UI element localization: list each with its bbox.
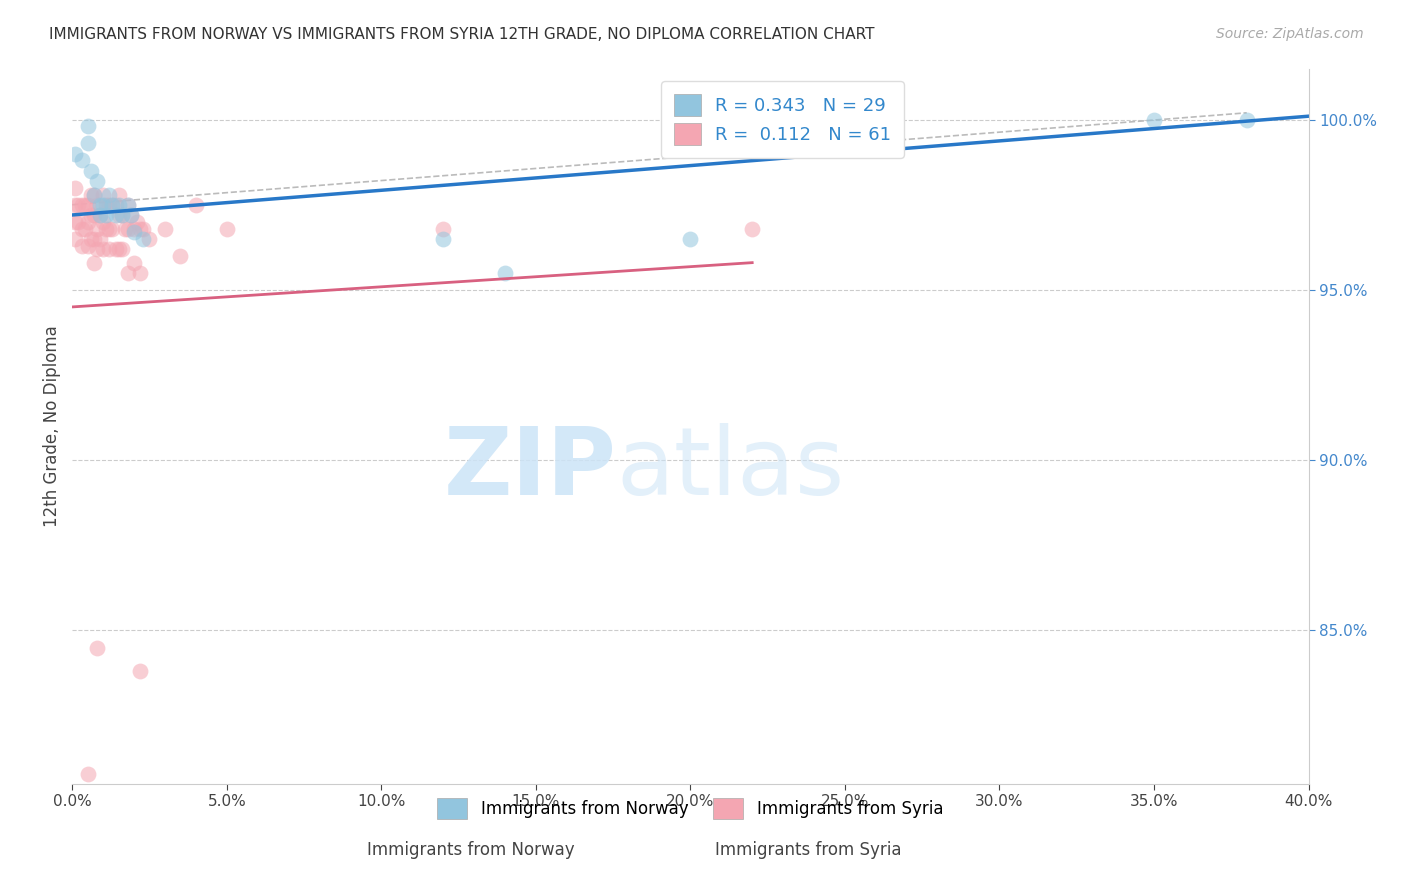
Point [98, 187, 121, 202]
Point [111, 208, 134, 222]
Point [122, 221, 145, 235]
Point [114, 221, 136, 235]
Point [111, 242, 134, 256]
Point [96, 198, 118, 212]
Point [91, 215, 114, 229]
Point [65, 198, 87, 212]
Point [91, 198, 114, 212]
Y-axis label: 12th Grade, No Diploma: 12th Grade, No Diploma [44, 326, 60, 527]
Point [96, 221, 118, 235]
Point [83, 208, 105, 222]
Point [107, 198, 129, 212]
Point [432, 221, 454, 235]
Point [76, 120, 98, 134]
Point [86, 198, 108, 212]
Text: ZIP: ZIP [443, 423, 616, 515]
Point [65, 180, 87, 194]
Point [432, 232, 454, 246]
Point [76, 136, 98, 151]
Point [117, 221, 139, 235]
Point [76, 198, 98, 212]
Point [104, 208, 127, 222]
Point [76, 238, 98, 252]
Point [104, 242, 127, 256]
Point [83, 255, 105, 269]
Point [117, 266, 139, 280]
Point [1236, 112, 1258, 127]
Text: Immigrants from Norway: Immigrants from Norway [367, 840, 575, 858]
Point [679, 232, 702, 246]
Point [122, 225, 145, 239]
Point [91, 242, 114, 256]
Point [67, 215, 90, 229]
Point [1143, 112, 1166, 127]
Point [80, 208, 103, 222]
Point [111, 208, 134, 222]
Point [67, 198, 90, 212]
Point [117, 198, 139, 212]
Text: atlas: atlas [616, 423, 845, 515]
Point [91, 187, 114, 202]
Point [107, 187, 129, 202]
Point [215, 221, 238, 235]
Point [89, 198, 111, 212]
Point [138, 232, 160, 246]
Point [83, 232, 105, 246]
Point [129, 266, 152, 280]
Point [86, 221, 108, 235]
Point [120, 208, 142, 222]
Point [98, 198, 121, 212]
Point [494, 266, 516, 280]
Point [96, 208, 118, 222]
Point [70, 221, 93, 235]
Point [132, 232, 155, 246]
Point [70, 198, 93, 212]
Point [70, 238, 93, 252]
Point [89, 208, 111, 222]
Point [117, 198, 139, 212]
Legend: Immigrants from Norway, Immigrants from Syria: Immigrants from Norway, Immigrants from … [430, 792, 950, 825]
Point [741, 221, 763, 235]
Point [98, 242, 121, 256]
Point [83, 187, 105, 202]
Text: Source: ZipAtlas.com: Source: ZipAtlas.com [1216, 27, 1364, 41]
Point [89, 208, 111, 222]
Point [184, 198, 207, 212]
Point [65, 146, 87, 161]
Point [76, 215, 98, 229]
Point [83, 187, 105, 202]
Point [76, 766, 98, 780]
Point [86, 242, 108, 256]
Point [80, 232, 103, 246]
Point [129, 221, 152, 235]
Point [73, 221, 96, 235]
Point [70, 153, 93, 168]
Point [129, 665, 152, 679]
Point [65, 215, 87, 229]
Point [107, 242, 129, 256]
Point [153, 221, 176, 235]
Point [107, 208, 129, 222]
Point [86, 640, 108, 655]
Point [98, 221, 121, 235]
Point [122, 255, 145, 269]
Text: Immigrants from Syria: Immigrants from Syria [716, 840, 901, 858]
Point [86, 174, 108, 188]
Point [80, 163, 103, 178]
Point [169, 249, 191, 263]
Point [65, 232, 87, 246]
Point [89, 232, 111, 246]
Point [120, 208, 142, 222]
Point [80, 187, 103, 202]
Point [101, 198, 124, 212]
Point [101, 198, 124, 212]
Point [73, 198, 96, 212]
Point [101, 221, 124, 235]
Point [132, 221, 155, 235]
Point [104, 198, 127, 212]
Point [127, 215, 149, 229]
Text: IMMIGRANTS FROM NORWAY VS IMMIGRANTS FROM SYRIA 12TH GRADE, NO DIPLOMA CORRELATI: IMMIGRANTS FROM NORWAY VS IMMIGRANTS FRO… [49, 27, 875, 42]
